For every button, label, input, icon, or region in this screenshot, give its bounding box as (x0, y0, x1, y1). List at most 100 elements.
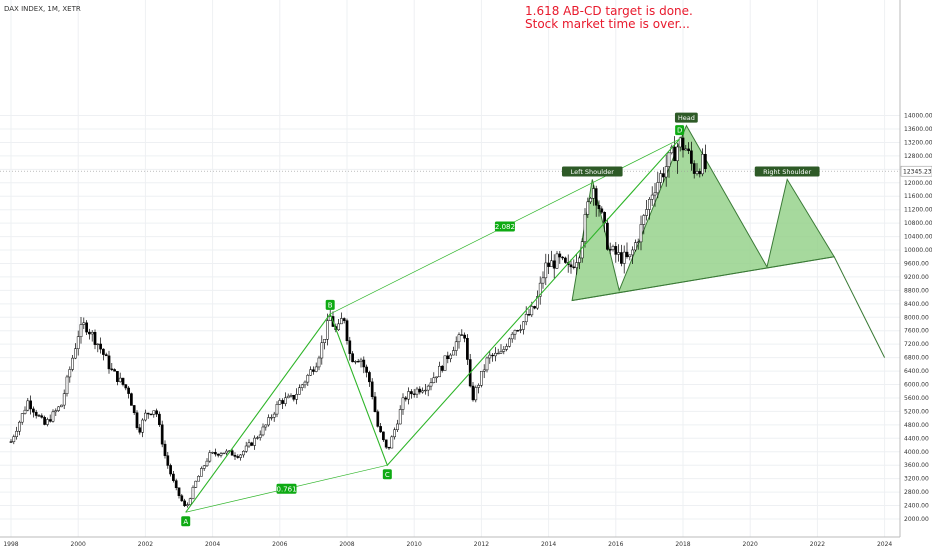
x-tick-label: 1998 (3, 541, 18, 548)
candle-body (20, 413, 24, 423)
candle-body (401, 397, 405, 410)
candle-body (174, 480, 178, 488)
candle-body (152, 410, 156, 415)
candle-body (499, 351, 503, 354)
y-tick-label: 3600.00 (904, 462, 929, 469)
candle-body (488, 354, 492, 359)
candle-body (387, 446, 391, 449)
candle-body (594, 188, 598, 206)
candle-body (261, 426, 265, 436)
candle-body (580, 241, 584, 259)
candle-body (74, 348, 77, 359)
candle-body (508, 338, 511, 347)
candle-body (589, 198, 592, 203)
y-tick-label: 11600.00 (904, 193, 932, 200)
candle-body (667, 152, 671, 167)
last-price-tag (900, 165, 932, 177)
candle-body (183, 500, 186, 507)
candle-body (158, 413, 161, 426)
candle-body (180, 495, 184, 502)
candle-body (365, 366, 368, 373)
candle-body (205, 460, 209, 467)
candle-body (32, 408, 35, 413)
candle-body (368, 372, 371, 383)
hs-label: Head (678, 114, 695, 122)
candle-body (533, 306, 536, 309)
candle-body (214, 452, 217, 455)
candle-body (26, 400, 30, 411)
candle-body (449, 354, 452, 360)
candle-body (337, 323, 340, 331)
candle-body (538, 282, 542, 297)
candle-body (65, 376, 69, 394)
neckline (572, 256, 835, 301)
candle-body (250, 442, 254, 446)
candle-body (460, 334, 464, 336)
candle-body (244, 445, 248, 452)
hs-label: Right Shoulder (763, 168, 811, 176)
candle-body (253, 437, 256, 446)
candle-body (659, 173, 662, 183)
candle-body (48, 419, 52, 422)
candle-body (393, 429, 396, 438)
candle-body (93, 331, 97, 345)
hs-label-bg (754, 166, 820, 177)
candle-body (510, 333, 514, 340)
candle-body (222, 452, 226, 455)
candle-body (561, 256, 564, 259)
candle-body (272, 413, 276, 418)
candle-body (513, 330, 517, 335)
candle-body (342, 318, 346, 321)
candle-body (155, 410, 158, 415)
candle-body (62, 393, 66, 406)
candle-body (191, 487, 195, 500)
y-tick-label: 8800.00 (904, 287, 929, 294)
candle-body (320, 342, 324, 359)
point-label-bg (382, 469, 392, 480)
candle-body (606, 222, 609, 250)
candle-body (600, 208, 604, 213)
x-tick-label: 2018 (675, 541, 690, 548)
y-tick-label: 4400.00 (904, 435, 929, 442)
candle-body (678, 137, 682, 148)
candle-body (463, 334, 466, 339)
x-tick-label: 2008 (339, 541, 354, 548)
candle-body (530, 306, 534, 316)
candle-body (186, 504, 189, 507)
candle-body (110, 368, 114, 370)
y-tick-label: 10800.00 (904, 220, 932, 227)
candle-body (284, 397, 287, 404)
candle-body (524, 314, 528, 323)
y-tick-label: 2000.00 (904, 516, 929, 523)
candle-body (68, 369, 72, 378)
candle-body (194, 480, 198, 488)
x-tick-label: 2010 (407, 541, 422, 548)
annotation-line-2: Stock market time is over... (525, 17, 690, 31)
candle-body (575, 262, 578, 268)
x-tick-label: 2020 (743, 541, 758, 548)
candle-body (555, 253, 559, 269)
candle-body (684, 148, 688, 151)
x-tick-label: 2012 (474, 541, 489, 548)
candle-body (373, 396, 377, 412)
candle-body (608, 249, 612, 251)
candle-body (569, 264, 573, 268)
ratio-label-bg (494, 221, 515, 232)
candle-body (113, 369, 116, 372)
candle-body (541, 277, 545, 284)
candle-body (88, 331, 91, 335)
candle-body (278, 400, 282, 405)
candle-body (40, 415, 44, 418)
point-label-B: B (328, 302, 333, 310)
candle-body (536, 296, 539, 309)
candle-body (482, 369, 486, 372)
abcd-zigzag (185, 138, 681, 513)
x-tick-label: 2016 (608, 541, 623, 548)
candle-body (692, 163, 696, 174)
candle-body (424, 389, 427, 392)
y-tick-label: 12800.00 (904, 153, 932, 160)
point-label-C: C (385, 471, 390, 479)
candle-body (12, 436, 16, 442)
